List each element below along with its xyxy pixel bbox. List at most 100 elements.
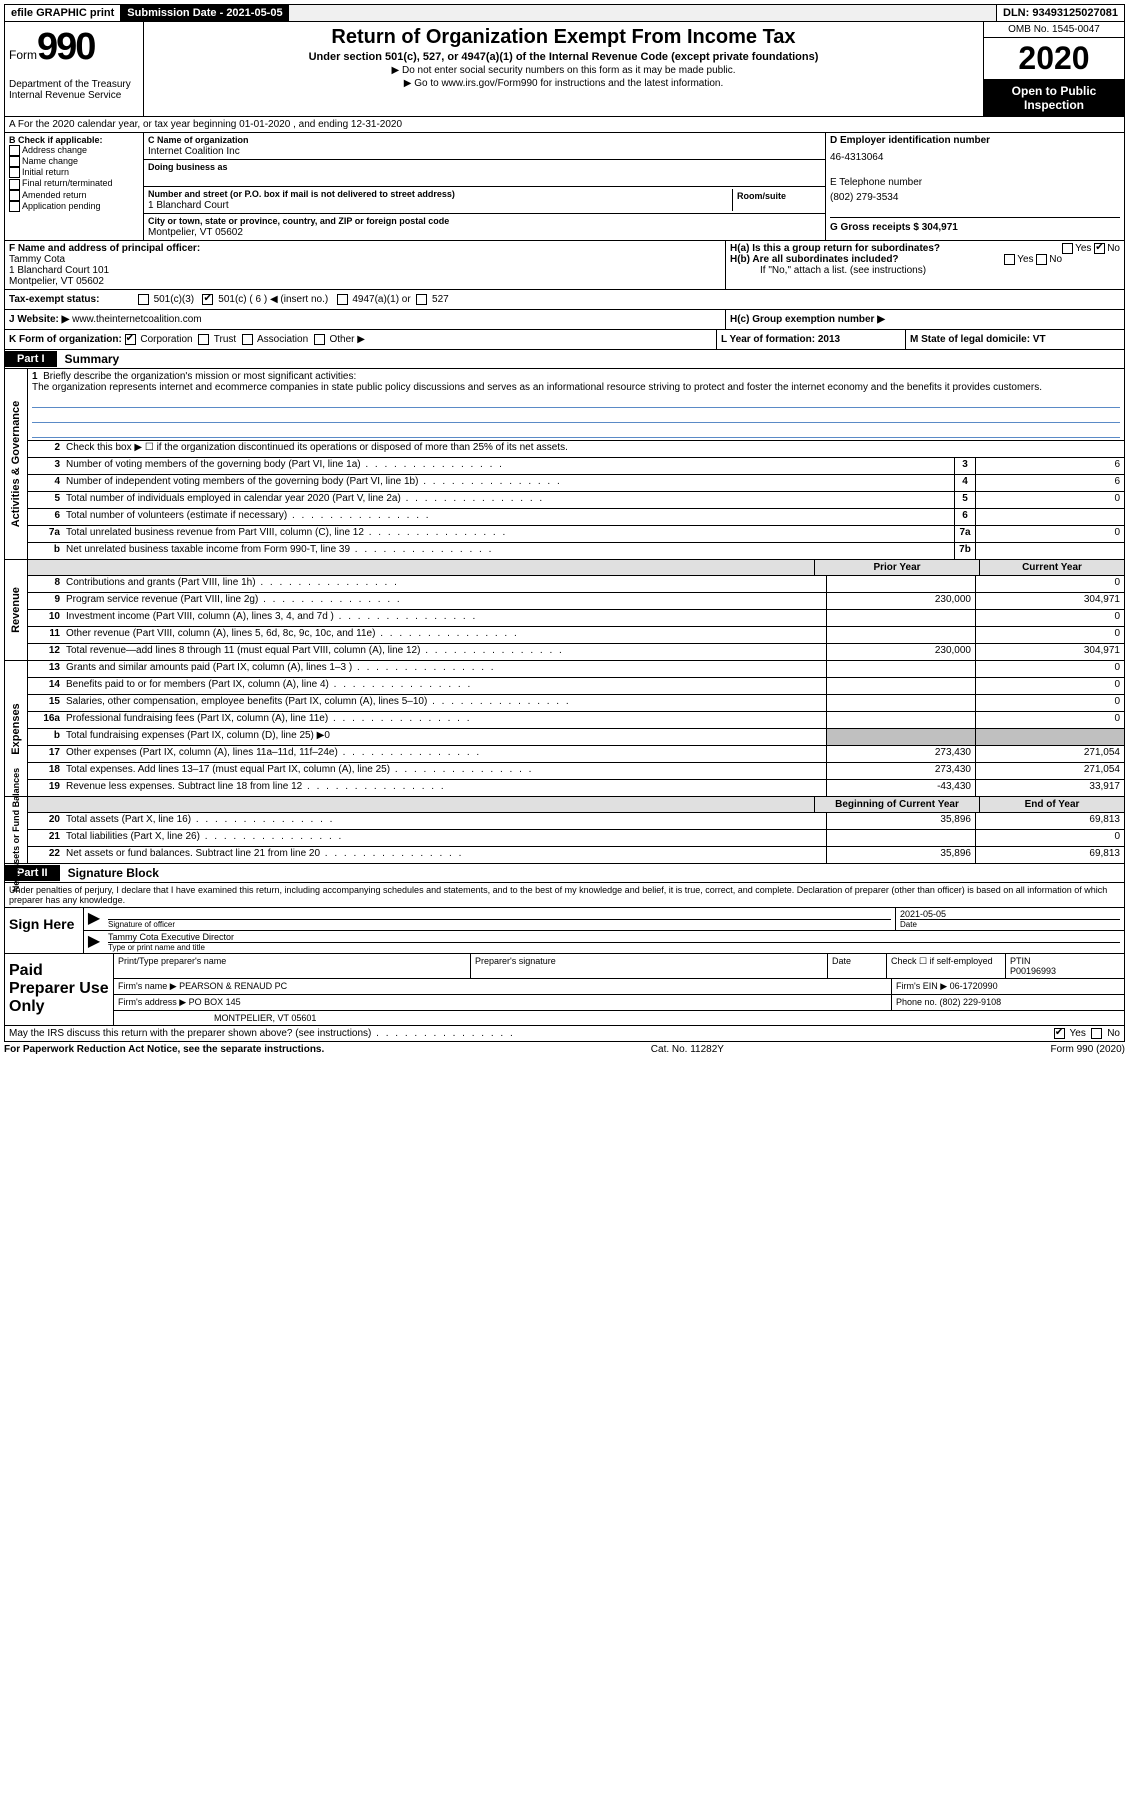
checkbox-icon[interactable] xyxy=(138,294,149,305)
checkbox-checked-icon[interactable] xyxy=(1094,243,1105,254)
omb-number: OMB No. 1545-0047 xyxy=(984,22,1124,38)
sign-here-label: Sign Here xyxy=(5,908,84,953)
checkbox-icon[interactable] xyxy=(337,294,348,305)
form-label: Form xyxy=(9,48,37,62)
subtitle-2a: ▶ Do not enter social security numbers o… xyxy=(148,65,979,76)
summary-line: 16aProfessional fundraising fees (Part I… xyxy=(28,712,1124,729)
checkbox-icon[interactable] xyxy=(1091,1028,1102,1039)
irs-discuss-q: May the IRS discuss this return with the… xyxy=(9,1028,371,1039)
summary-line: bTotal fundraising expenses (Part IX, co… xyxy=(28,729,1124,746)
checkbox-icon[interactable] xyxy=(198,334,209,345)
sig-declaration: Under penalties of perjury, I declare th… xyxy=(4,883,1125,908)
checkbox-icon[interactable] xyxy=(1004,254,1015,265)
dba-label: Doing business as xyxy=(148,162,228,172)
footer: For Paperwork Reduction Act Notice, see … xyxy=(4,1042,1125,1057)
part1-tab: Part I xyxy=(5,351,57,367)
prep-date-hdr: Date xyxy=(828,954,887,978)
part2-header: Part II Signature Block xyxy=(4,864,1125,883)
checkbox-checked-icon[interactable] xyxy=(1054,1028,1065,1039)
firm-ein: Firm's EIN ▶ 06-1720990 xyxy=(892,979,1124,994)
officer-addr2: Montpelier, VT 05602 xyxy=(9,276,104,287)
hdr-current: Current Year xyxy=(979,560,1124,575)
part1-header: Part I Summary xyxy=(4,350,1125,369)
checkbox-icon[interactable] xyxy=(314,334,325,345)
checkbox-checked-icon[interactable] xyxy=(125,334,136,345)
form-header: Form 990 Department of the Treasury Inte… xyxy=(4,22,1125,117)
gov-line: 7aTotal unrelated business revenue from … xyxy=(28,526,1124,543)
col-c-org: C Name of organization Internet Coalitio… xyxy=(144,133,825,240)
checkbox-icon[interactable] xyxy=(9,145,20,156)
part2-title: Signature Block xyxy=(60,864,167,882)
cb-amended: Amended return xyxy=(22,190,87,200)
summary-line: 14Benefits paid to or for members (Part … xyxy=(28,678,1124,695)
checkbox-icon[interactable] xyxy=(416,294,427,305)
no-label: No xyxy=(1049,254,1062,265)
subtitle-2b[interactable]: ▶ Go to www.irs.gov/Form990 for instruct… xyxy=(148,78,979,89)
side-netassets: Net Assets or Fund Balances xyxy=(11,768,21,892)
summary-governance: Activities & Governance 1 Briefly descri… xyxy=(4,369,1125,560)
preparer-block: Paid Preparer Use Only Print/Type prepar… xyxy=(4,954,1125,1026)
gov-line: 2Check this box ▶ ☐ if the organization … xyxy=(28,441,1124,458)
summary-line: 10Investment income (Part VIII, column (… xyxy=(28,610,1124,627)
firm-name: Firm's name ▶ PEARSON & RENAUD PC xyxy=(114,979,892,994)
city-label: City or town, state or province, country… xyxy=(148,216,449,226)
gov-line: 6Total number of volunteers (estimate if… xyxy=(28,509,1124,526)
arrow-icon: ▶ xyxy=(84,908,104,930)
summary-line: 11Other revenue (Part VIII, column (A), … xyxy=(28,627,1124,644)
hdr-end: End of Year xyxy=(979,797,1124,812)
row-f-officer: F Name and address of principal officer:… xyxy=(4,241,1125,290)
gov-line: bNet unrelated business taxable income f… xyxy=(28,543,1124,559)
line1-num: 1 xyxy=(32,371,38,382)
m-state: M State of legal domicile: VT xyxy=(910,334,1046,345)
l-year: L Year of formation: 2013 xyxy=(721,334,840,345)
opt-501c3: 501(c)(3) xyxy=(154,294,195,305)
checkbox-icon[interactable] xyxy=(9,167,20,178)
cb-pending: Application pending xyxy=(22,201,101,211)
tel-value: (802) 279-3534 xyxy=(830,192,1120,203)
row-k-form-org: K Form of organization: Corporation Trus… xyxy=(4,330,1125,350)
checkbox-icon[interactable] xyxy=(242,334,253,345)
hdr-beginning: Beginning of Current Year xyxy=(814,797,979,812)
website-value[interactable]: www.theinternetcoalition.com xyxy=(72,314,202,325)
room-label: Room/suite xyxy=(737,191,786,201)
opt-other: Other ▶ xyxy=(329,334,364,345)
summary-line: 17Other expenses (Part IX, column (A), l… xyxy=(28,746,1124,763)
k-label: K Form of organization: xyxy=(9,334,122,345)
efile-label[interactable]: efile GRAPHIC print xyxy=(5,5,121,21)
gov-line: 4Number of independent voting members of… xyxy=(28,475,1124,492)
checkbox-checked-icon[interactable] xyxy=(202,294,213,305)
opt-trust: Trust xyxy=(214,334,236,345)
footer-left: For Paperwork Reduction Act Notice, see … xyxy=(4,1044,324,1055)
checkbox-icon[interactable] xyxy=(9,156,20,167)
no-label: No xyxy=(1107,1028,1120,1039)
summary-line: 8Contributions and grants (Part VIII, li… xyxy=(28,576,1124,593)
prep-name-hdr: Print/Type preparer's name xyxy=(114,954,471,978)
part1-title: Summary xyxy=(57,350,128,368)
side-expenses: Expenses xyxy=(10,703,22,754)
side-revenue: Revenue xyxy=(10,587,22,633)
checkbox-icon[interactable] xyxy=(1036,254,1047,265)
dln: DLN: 93493125027081 xyxy=(996,5,1124,21)
addr-label: Number and street (or P.O. box if mail i… xyxy=(148,189,455,199)
firm-phone: Phone no. (802) 229-9108 xyxy=(892,995,1124,1010)
side-governance: Activities & Governance xyxy=(10,401,22,528)
no-label: No xyxy=(1107,243,1120,254)
checkbox-icon[interactable] xyxy=(9,179,20,190)
cb-initial: Initial return xyxy=(22,167,69,177)
prep-sig-hdr: Preparer's signature xyxy=(471,954,828,978)
summary-expenses: Expenses 13Grants and similar amounts pa… xyxy=(4,661,1125,797)
gov-line: 3Number of voting members of the governi… xyxy=(28,458,1124,475)
submission-date: Submission Date - 2021-05-05 xyxy=(121,5,288,21)
checkbox-icon[interactable] xyxy=(9,201,20,212)
irs-discuss-row: May the IRS discuss this return with the… xyxy=(4,1026,1125,1042)
tax-status-row: Tax-exempt status: 501(c)(3) 501(c) ( 6 … xyxy=(4,290,1125,310)
footer-form: Form 990 (2020) xyxy=(1051,1044,1125,1055)
arrow-icon: ▶ xyxy=(84,931,104,953)
opt-527: 527 xyxy=(432,294,449,305)
checkbox-icon[interactable] xyxy=(9,190,20,201)
subtitle-1: Under section 501(c), 527, or 4947(a)(1)… xyxy=(148,51,979,63)
checkbox-icon[interactable] xyxy=(1062,243,1073,254)
summary-line: 13Grants and similar amounts paid (Part … xyxy=(28,661,1124,678)
yes-label: Yes xyxy=(1075,243,1091,254)
hb-label: H(b) Are all subordinates included? xyxy=(730,254,899,265)
